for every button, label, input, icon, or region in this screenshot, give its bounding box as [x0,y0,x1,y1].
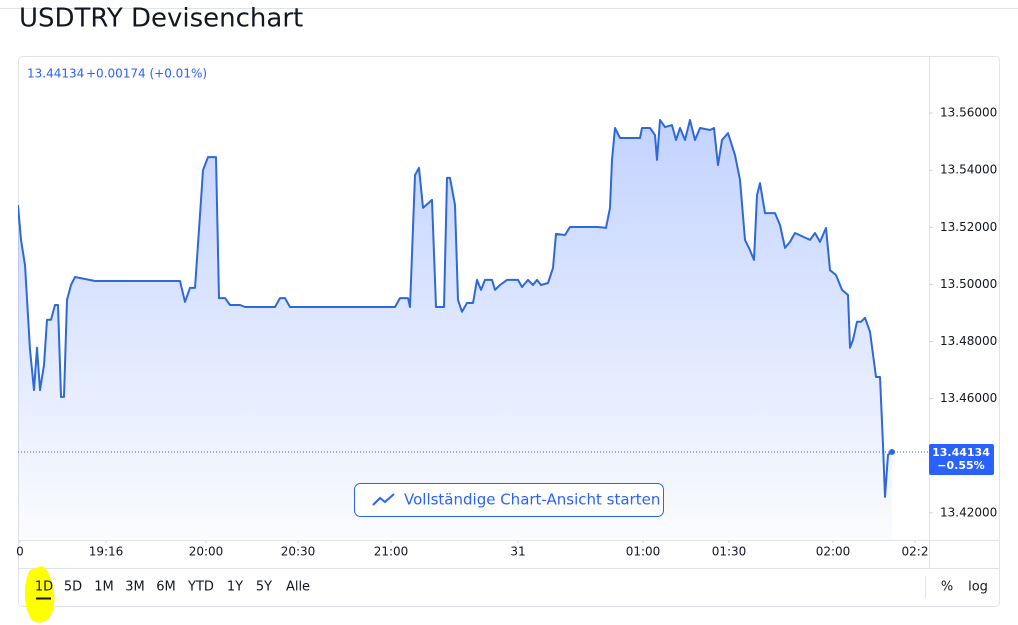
plot-area [18,119,929,540]
page-title: USDTRY Devisenchart [19,4,303,34]
scale-button[interactable]: % [941,580,953,595]
price-line [18,119,893,498]
range-button[interactable]: 6M [156,580,176,595]
button-icon [372,493,395,506]
y-tick-label: 13.54000 [940,163,997,177]
range-button[interactable]: 1D [35,580,53,595]
y-tick-label: 13.42000 [940,505,997,519]
x-tick-label: 0 [16,545,24,559]
range-button[interactable]: 5Y [256,580,272,595]
button-label[interactable]: Vollständige Chart-Ansicht starten [404,491,660,509]
price-label: 13.44134 [932,446,990,459]
legend-price: 13.44134 [27,67,84,81]
x-tick-label: 31 [510,545,525,559]
y-tick-label: 13.50000 [940,277,997,291]
chart-button[interactable]: Vollständige Chart-Ansicht starten [354,483,664,517]
legend-change: +0.00174 (+0.01%) [86,67,207,81]
range-button[interactable]: YTD [187,580,214,595]
y-tick-label: 13.48000 [940,334,997,348]
area-fill [18,120,892,540]
range-button[interactable]: 1M [94,580,114,595]
x-tick-label: 21:00 [374,545,409,559]
price-label-box [929,443,994,475]
x-tick-label: 01:30 [712,545,747,559]
x-tick-label: 20:30 [281,545,316,559]
range-button[interactable]: 5D [64,580,82,595]
x-tick-label: 02:2 [902,545,929,559]
button-frame[interactable] [354,483,664,517]
x-tick-label: 02:00 [816,545,851,559]
toolbar: 1D 5D 1M 3M 6M YTD 1Y 5Y Alle% log [35,580,988,595]
y-tick-label: 13.56000 [940,106,997,120]
y-tick-label: 13.46000 [940,391,997,405]
range-button[interactable]: 3M [125,580,145,595]
x-tick-label: 19:16 [89,545,124,559]
y-tick-label: 13.52000 [940,220,997,234]
x-tick-label: 20:00 [189,545,224,559]
x-tick-label: 01:00 [626,545,661,559]
range-button[interactable]: 1Y [227,580,243,595]
price-change-label: −0.55% [937,459,984,472]
highlight-scribble [24,566,55,623]
range-button[interactable]: Alle [286,580,310,595]
scale-button[interactable]: log [968,580,988,595]
